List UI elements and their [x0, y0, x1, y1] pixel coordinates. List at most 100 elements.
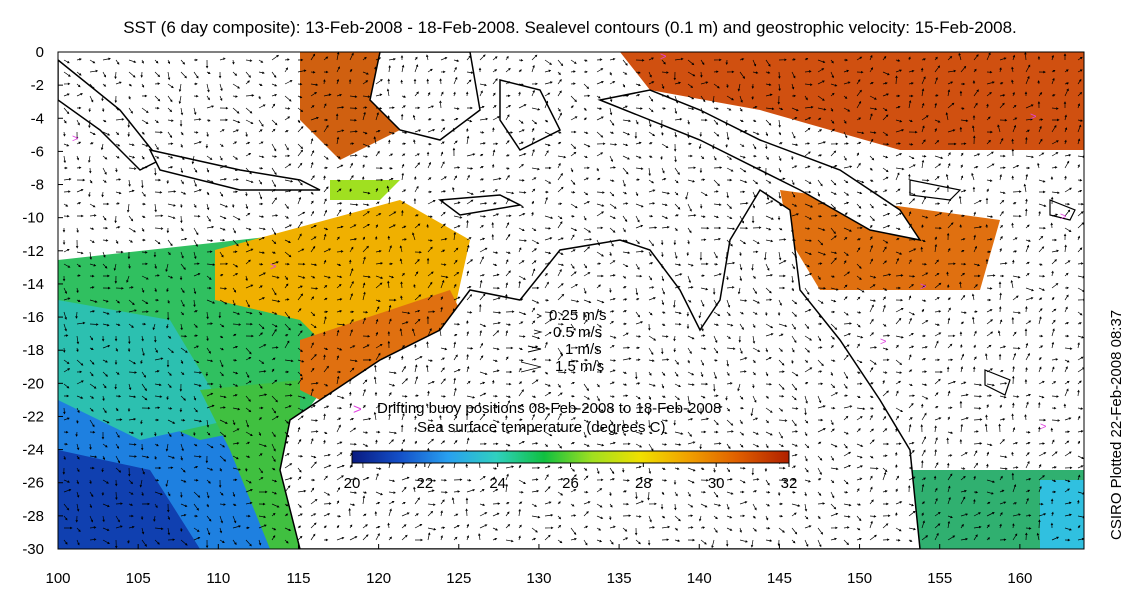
velocity-arrow [349, 402, 352, 409]
velocity-arrow [947, 358, 954, 362]
velocity-arrow [1038, 263, 1043, 266]
velocity-arrow [895, 344, 899, 349]
velocity-arrow [193, 239, 198, 247]
velocity-arrow [882, 93, 889, 97]
velocity-arrow [700, 178, 706, 181]
velocity-arrow [206, 225, 215, 229]
velocity-arrow [830, 467, 839, 471]
velocity-arrow [505, 465, 515, 469]
velocity-arrow [89, 395, 94, 399]
velocity-arrow [1012, 441, 1018, 445]
velocity-arrow [1011, 175, 1014, 181]
velocity-arrow [609, 320, 614, 325]
velocity-arrow [596, 284, 601, 289]
velocity-arrow [271, 197, 277, 205]
velocity-arrow [687, 441, 696, 445]
velocity-arrow [713, 251, 718, 259]
velocity-arrow [180, 395, 186, 401]
velocity-arrow [518, 163, 524, 169]
velocity-arrow [544, 215, 554, 219]
velocity-arrow [114, 539, 118, 549]
velocity-arrow [960, 250, 965, 253]
velocity-arrow [349, 224, 357, 229]
velocity-arrow [778, 177, 786, 181]
velocity-arrow [765, 323, 774, 329]
velocity-arrow [245, 239, 249, 247]
velocity-arrow [908, 527, 917, 531]
velocity-arrow [1077, 380, 1082, 385]
velocity-arrow [648, 311, 653, 316]
velocity-arrow [882, 55, 887, 61]
velocity-arrow [425, 54, 429, 61]
velocity-arrow [219, 215, 227, 220]
velocity-arrow [128, 59, 137, 63]
velocity-arrow [698, 143, 702, 150]
velocity-arrow [336, 106, 345, 109]
velocity-arrow [947, 222, 954, 229]
velocity-arrow [660, 239, 664, 246]
velocity-arrow [739, 370, 747, 373]
velocity-arrow [856, 488, 860, 493]
velocity-arrow [921, 403, 924, 409]
velocity-arrow [349, 524, 353, 529]
velocity-arrow [1038, 308, 1043, 313]
velocity-arrow [101, 432, 105, 440]
velocity-arrow [206, 179, 214, 183]
velocity-arrow [323, 186, 329, 193]
colorbar-label: Sea surface temperature (degrees C) [417, 419, 666, 436]
velocity-arrow [557, 221, 563, 229]
velocity-arrow [869, 138, 874, 145]
velocity-arrow [1064, 440, 1070, 445]
velocity-arrow [466, 294, 473, 301]
velocity-arrow [258, 167, 264, 170]
velocity-arrow [1025, 497, 1029, 505]
velocity-arrow [869, 318, 874, 325]
velocity-arrow [830, 235, 837, 241]
velocity-arrow [960, 393, 969, 397]
colorbar-ticks: 20 22 24 26 28 30 32 [344, 463, 797, 492]
velocity-arrow [739, 201, 749, 205]
velocity-arrow [323, 316, 327, 325]
velocity-arrow [752, 490, 757, 493]
legend-arrow-1 [527, 345, 542, 353]
velocity-arrow [414, 364, 418, 373]
velocity-arrow [921, 483, 925, 493]
velocity-arrow [1038, 464, 1042, 469]
velocity-arrow [635, 321, 644, 325]
velocity-arrow [622, 191, 627, 195]
velocity-arrow [791, 419, 797, 427]
buoy-mark: > [660, 51, 666, 63]
velocity-arrow [440, 279, 445, 289]
velocity-arrow [777, 215, 781, 221]
velocity-arrow [661, 215, 669, 219]
velocity-arrow [284, 463, 293, 469]
velocity-arrow [700, 347, 707, 350]
velocity-arrow [1064, 538, 1071, 542]
velocity-arrow [219, 106, 229, 110]
velocity-arrow [505, 395, 511, 398]
velocity-arrow [128, 107, 133, 114]
velocity-arrow [206, 275, 212, 280]
velocity-arrow [1025, 208, 1028, 217]
velocity-arrow [817, 418, 824, 422]
velocity-arrow [1012, 466, 1019, 469]
velocity-arrow [673, 335, 676, 342]
velocity-arrow [1063, 233, 1067, 241]
velocity-arrow [427, 479, 437, 482]
velocity-arrow [869, 395, 874, 398]
velocity-arrow [297, 476, 302, 481]
velocity-arrow [570, 474, 577, 481]
velocity-arrow [115, 525, 123, 529]
velocity-arrow [505, 400, 510, 409]
velocity-arrow [531, 370, 536, 373]
velocity-arrow [479, 90, 483, 97]
velocity-arrow [622, 332, 629, 337]
velocity-arrow [271, 395, 278, 403]
velocity-arrow [362, 524, 368, 529]
velocity-arrow [583, 107, 587, 111]
velocity-arrow [166, 503, 170, 513]
velocity-arrow [765, 431, 773, 436]
velocity-arrow [726, 371, 730, 376]
velocity-arrow [817, 166, 822, 169]
velocity-arrow [895, 371, 903, 374]
